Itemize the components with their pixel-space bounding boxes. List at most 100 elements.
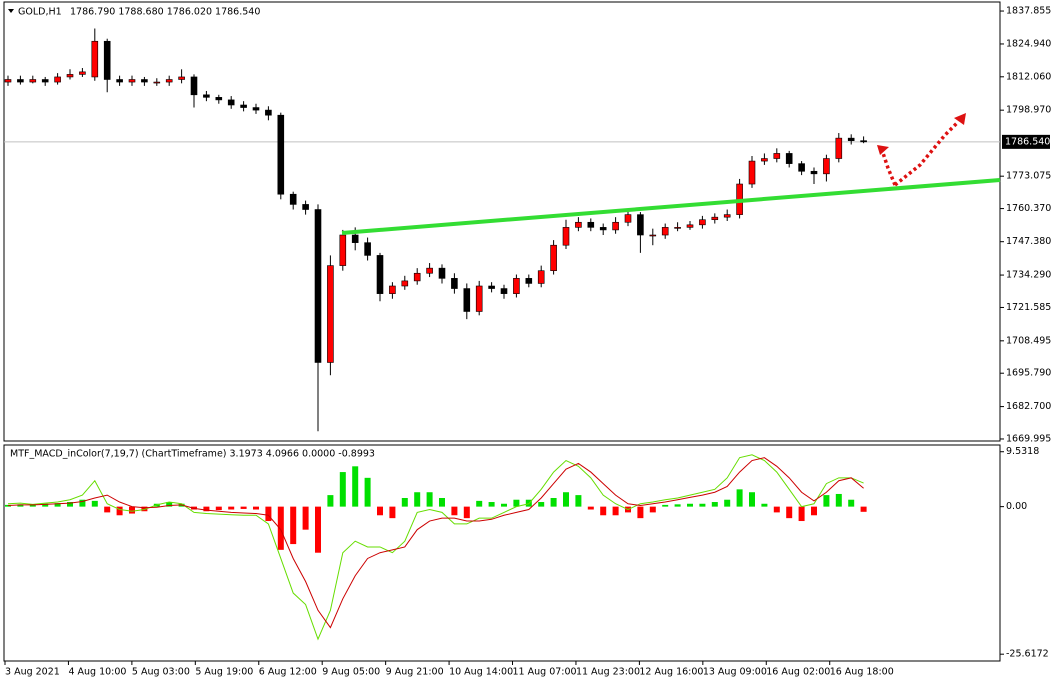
x-tick-label: 12 Aug 16:00 bbox=[639, 667, 703, 678]
histogram-bar bbox=[401, 497, 408, 507]
candle-body bbox=[860, 140, 867, 143]
candle-body bbox=[277, 114, 285, 195]
histogram-bar bbox=[575, 495, 582, 507]
candle-body bbox=[513, 278, 520, 294]
trendline bbox=[341, 178, 1001, 235]
histogram-bar bbox=[302, 506, 309, 530]
candle-body bbox=[748, 160, 756, 185]
histogram-bar bbox=[538, 502, 545, 507]
histogram-bar bbox=[104, 506, 111, 513]
x-tick-label: 3 Aug 2021 bbox=[5, 667, 60, 678]
histogram-bar bbox=[389, 506, 396, 519]
histogram-bar bbox=[352, 466, 359, 507]
histogram-bar bbox=[501, 503, 507, 507]
candle-body bbox=[413, 272, 421, 282]
candle-body bbox=[227, 99, 235, 106]
candle-body bbox=[302, 204, 309, 210]
histogram-bar bbox=[662, 504, 669, 507]
candle-body bbox=[711, 216, 719, 221]
histogram-bar bbox=[439, 497, 445, 507]
candle-body bbox=[649, 234, 657, 237]
x-tick-label: 6 Aug 12:00 bbox=[259, 667, 317, 678]
histogram-bar bbox=[29, 504, 36, 507]
candle-body bbox=[686, 224, 694, 228]
y-tick-label: 1721.585 bbox=[1006, 302, 1051, 313]
candle-body bbox=[190, 76, 198, 96]
x-tick-label: 13 Aug 09:00 bbox=[703, 667, 767, 678]
histogram-bar bbox=[228, 506, 235, 510]
histogram-bar bbox=[166, 502, 173, 507]
histogram-bar bbox=[364, 477, 371, 507]
x-tick-label: 16 Aug 02:00 bbox=[766, 667, 830, 678]
histogram-bar bbox=[476, 500, 483, 507]
histogram-bar bbox=[42, 503, 49, 507]
histogram-bar bbox=[451, 506, 458, 516]
x-tick-label: 9 Aug 05:00 bbox=[322, 667, 380, 678]
candle-body bbox=[798, 163, 805, 172]
histogram-bar bbox=[773, 506, 780, 513]
candle-body bbox=[525, 278, 533, 284]
y-tick-label: 1760.370 bbox=[1006, 203, 1051, 214]
candle-body bbox=[215, 97, 223, 101]
candle-body bbox=[364, 242, 371, 256]
candle-body bbox=[401, 280, 409, 287]
histogram-bar bbox=[265, 506, 272, 522]
histogram-bar bbox=[612, 506, 619, 516]
histogram-bar bbox=[786, 506, 793, 519]
candle-body bbox=[66, 74, 74, 78]
candle-body bbox=[426, 267, 433, 274]
candle-body bbox=[116, 79, 123, 83]
menu-triangle bbox=[8, 9, 14, 13]
histogram-bar bbox=[17, 504, 24, 507]
y-tick-label: -25.6172 bbox=[1006, 649, 1049, 660]
candle-body bbox=[810, 170, 818, 175]
histogram-bar bbox=[377, 506, 383, 516]
histogram-bar bbox=[5, 504, 11, 507]
candle-body bbox=[376, 255, 384, 294]
y-tick-label: 1773.075 bbox=[1006, 171, 1051, 182]
header-values: 1786.790 1788.680 1786.020 1786.540 bbox=[70, 7, 260, 18]
histogram-bar bbox=[711, 502, 718, 507]
histogram-bar bbox=[488, 502, 495, 507]
histogram-bar bbox=[240, 506, 247, 509]
y-tick-label: 1837.855 bbox=[1006, 6, 1051, 17]
candle-body bbox=[500, 288, 508, 294]
y-tick-label: 1747.380 bbox=[1006, 236, 1051, 247]
histogram-bar bbox=[674, 504, 681, 507]
histogram-bar bbox=[339, 472, 346, 507]
histogram-bar bbox=[129, 506, 135, 514]
candle-body bbox=[463, 288, 471, 312]
candle-body bbox=[128, 79, 136, 83]
histogram-bar bbox=[798, 506, 805, 522]
candle-body bbox=[203, 94, 210, 98]
price-panel bbox=[3, 1, 1001, 442]
y-tick-label: 1798.970 bbox=[1006, 105, 1051, 116]
candle-body bbox=[587, 221, 595, 228]
histogram-bar bbox=[54, 503, 61, 507]
y-tick-label: 1812.060 bbox=[1006, 71, 1051, 82]
histogram-bar bbox=[203, 506, 210, 512]
histogram-bar bbox=[141, 506, 148, 512]
histogram-bar bbox=[835, 493, 842, 507]
arrowhead bbox=[877, 145, 889, 155]
y-tick-label: 1669.995 bbox=[1006, 433, 1051, 444]
candle-body bbox=[661, 227, 669, 236]
candle-body bbox=[699, 219, 706, 226]
candle-body bbox=[41, 79, 49, 83]
histogram-bar bbox=[587, 506, 594, 510]
candle-body bbox=[54, 76, 61, 83]
histogram-bar bbox=[463, 506, 470, 519]
candle-body bbox=[252, 107, 260, 111]
histogram-bar bbox=[253, 506, 259, 510]
arrowhead bbox=[954, 113, 966, 125]
candle-body bbox=[327, 265, 334, 363]
histogram-bar bbox=[327, 495, 334, 507]
candle-body bbox=[599, 227, 607, 231]
histogram-bar bbox=[315, 506, 321, 553]
candle-body bbox=[674, 227, 681, 229]
histogram-bar bbox=[736, 489, 743, 507]
candle-body bbox=[761, 158, 768, 162]
histogram-bar bbox=[823, 495, 830, 507]
